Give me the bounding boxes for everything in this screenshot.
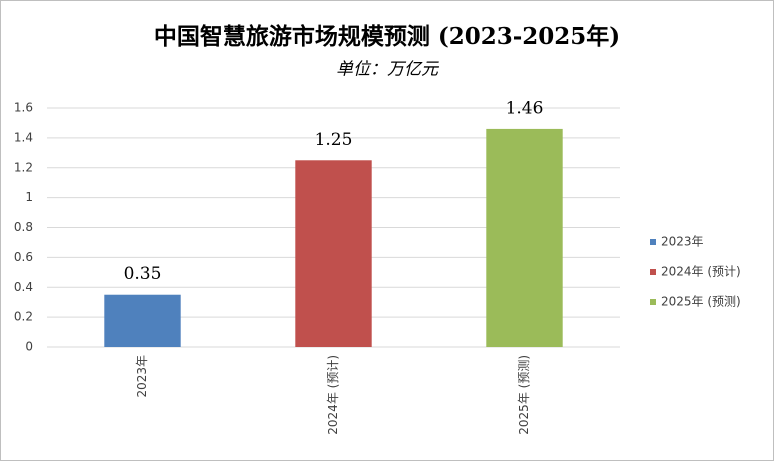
legend-label: 2024年 (预计) <box>661 265 741 279</box>
legend-swatch <box>650 239 656 245</box>
y-tick-label: 0.2 <box>14 310 33 324</box>
y-tick-label: 0.6 <box>14 250 33 264</box>
y-tick-label: 1.4 <box>14 130 33 144</box>
y-tick-label: 0 <box>25 340 33 354</box>
x-tick-label: 2023年 <box>135 355 149 398</box>
bar <box>295 160 372 347</box>
legend-swatch <box>650 299 656 305</box>
legend-label: 2023年 <box>661 235 704 249</box>
y-tick-label: 0.8 <box>14 220 33 234</box>
legend-label: 2025年 (预测) <box>661 295 741 309</box>
data-label: 1.25 <box>315 130 353 150</box>
chart-subtitle: 单位：万亿元 <box>336 60 440 80</box>
x-tick-label: 2025年 (预测) <box>517 355 531 435</box>
y-tick-label: 1 <box>25 190 33 204</box>
y-tick-label: 0.4 <box>14 280 33 294</box>
chart-title: 中国智慧旅游市场规模预测 (2023-2025年) <box>154 23 620 50</box>
bar <box>486 128 563 347</box>
y-tick-label: 1.6 <box>14 101 33 115</box>
x-tick-label: 2024年 (预计) <box>326 355 340 435</box>
data-label: 1.46 <box>506 98 544 118</box>
legend-swatch <box>650 269 656 275</box>
y-tick-label: 1.2 <box>14 160 33 174</box>
data-label: 0.35 <box>124 264 162 284</box>
bar <box>104 294 181 347</box>
